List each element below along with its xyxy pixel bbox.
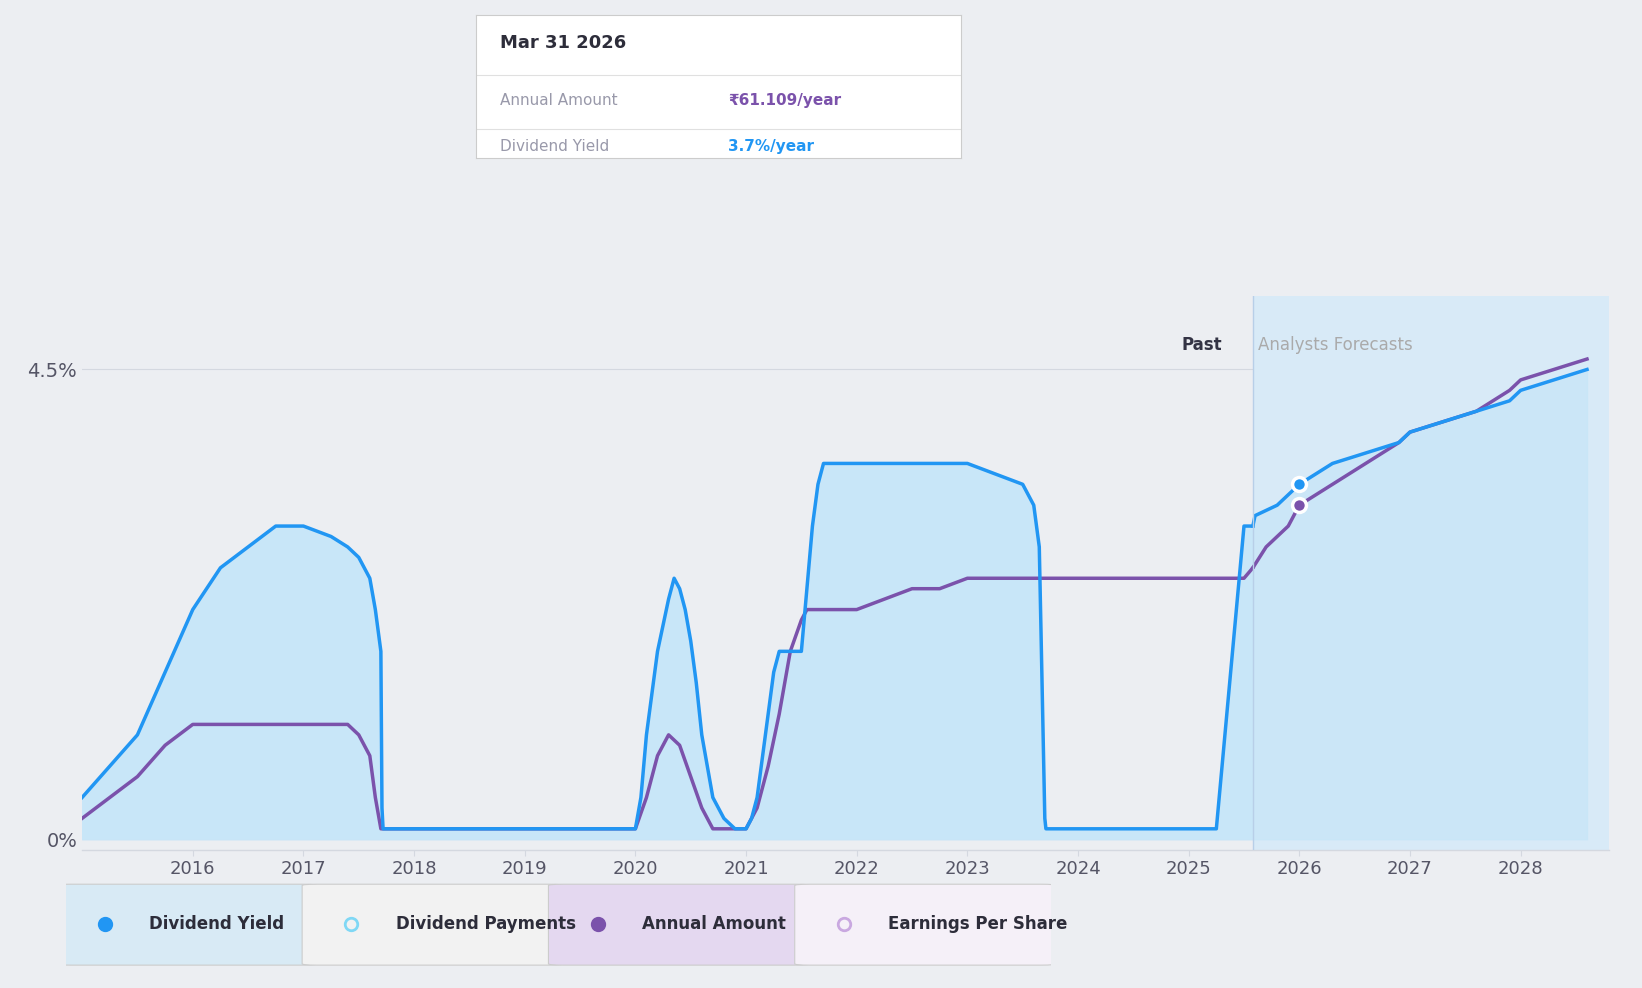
Text: ₹61.109/year: ₹61.109/year: [727, 93, 841, 109]
FancyBboxPatch shape: [302, 884, 563, 965]
Text: Dividend Payments: Dividend Payments: [396, 915, 576, 933]
Text: Analysts Forecasts: Analysts Forecasts: [1258, 336, 1414, 354]
Text: Dividend Yield: Dividend Yield: [149, 915, 284, 933]
FancyBboxPatch shape: [795, 884, 1056, 965]
Bar: [1253, 296, 1609, 850]
FancyBboxPatch shape: [548, 884, 810, 965]
Text: Past: Past: [1181, 336, 1222, 354]
Text: Mar 31 2026: Mar 31 2026: [501, 35, 627, 52]
Text: Annual Amount: Annual Amount: [501, 93, 617, 109]
Text: Annual Amount: Annual Amount: [642, 915, 787, 933]
Text: 3.7%/year: 3.7%/year: [727, 139, 814, 154]
Text: Dividend Yield: Dividend Yield: [501, 139, 609, 154]
FancyBboxPatch shape: [56, 884, 317, 965]
Text: Earnings Per Share: Earnings Per Share: [888, 915, 1067, 933]
